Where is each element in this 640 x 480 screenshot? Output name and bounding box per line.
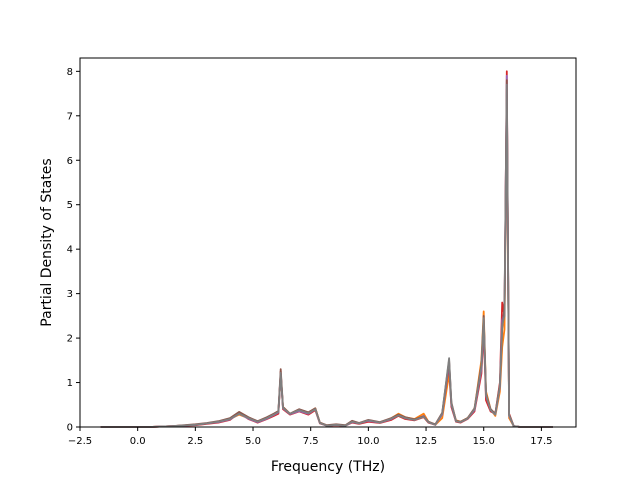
plot-area — [100, 70, 553, 428]
x-tick-label: 10.0 — [357, 436, 379, 447]
x-axis-ticks: −2.5 0.0 2.5 5.0 7.5 10.0 12.5 15.0 17.5 — [68, 427, 553, 447]
y-tick-label: 0 — [67, 423, 73, 434]
x-tick-label: 15.0 — [473, 436, 495, 447]
y-tick-label: 2 — [67, 334, 73, 345]
x-tick-label: 7.5 — [303, 436, 319, 447]
y-tick-label: 5 — [67, 200, 73, 211]
y-axis-ticks: 0 1 2 3 4 5 6 7 8 — [67, 67, 80, 434]
y-axis-label: Partial Density of States — [39, 158, 55, 326]
x-tick-label: 2.5 — [187, 436, 203, 447]
y-tick-label: 4 — [67, 245, 73, 256]
series-line-5 — [100, 83, 553, 428]
axes-frame — [79, 57, 577, 428]
y-tick-label: 6 — [67, 156, 73, 167]
x-tick-label: 0.0 — [130, 436, 146, 447]
y-tick-label: 3 — [67, 289, 73, 300]
y-tick-label: 8 — [67, 67, 73, 78]
y-tick-label: 7 — [67, 111, 73, 122]
x-tick-label: −2.5 — [68, 436, 92, 447]
x-tick-label: 17.5 — [530, 436, 552, 447]
x-axis-label: Frequency (THz) — [271, 459, 385, 475]
x-tick-label: 12.5 — [415, 436, 437, 447]
y-tick-label: 1 — [67, 378, 73, 389]
x-tick-label: 5.0 — [245, 436, 261, 447]
